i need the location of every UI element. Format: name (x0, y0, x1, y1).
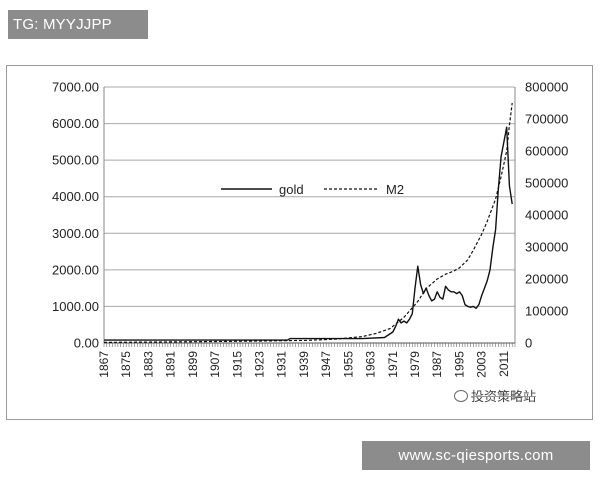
x-tick-label: 1931 (275, 351, 289, 378)
x-tick-label: 1963 (364, 351, 378, 378)
y-right-tick-label: 500000 (525, 176, 568, 191)
x-tick-label: 1995 (452, 351, 466, 378)
y-left-tick-label: 5000.00 (52, 153, 99, 168)
series-line-m2 (103, 102, 513, 343)
y-right-tick-label: 0 (525, 336, 532, 351)
y-left-tick-label: 0.00 (74, 336, 99, 351)
x-tick-label: 1947 (319, 351, 333, 378)
y-right-tick-label: 100000 (525, 304, 568, 319)
x-tick-label: 1915 (230, 351, 244, 378)
x-tick-label: 2011 (497, 351, 511, 377)
legend-label: gold (279, 182, 304, 197)
y-left-tick-label: 3000.00 (52, 226, 99, 241)
legend-label: M2 (386, 182, 404, 197)
y-left-tick-label: 6000.00 (52, 116, 99, 131)
chart-svg: 0.00 1000.00 2000.00 3000.00 4000.00 5000.00 6… (52, 80, 568, 378)
y-right-tick-label: 200000 (525, 272, 568, 287)
x-tick-label: 1923 (253, 351, 267, 378)
y-left-tick-label: 4000.00 (52, 189, 99, 204)
y-right-tick-label: 600000 (525, 144, 568, 159)
x-tick-label: 1971 (386, 351, 400, 378)
y-left-tick-label: 2000.00 (52, 262, 99, 277)
y-right-tick-label: 400000 (525, 208, 568, 223)
chart-frame: 0.00 1000.00 2000.00 3000.00 4000.00 5000.00 6… (6, 65, 593, 420)
watermark: 投资策略站 (454, 386, 536, 405)
x-tick-label: 2003 (475, 351, 489, 378)
x-tick-label: 1907 (208, 351, 222, 378)
tg-badge: TG: MYYJJPP (8, 10, 148, 39)
y-right-tick-label: 700000 (525, 112, 568, 127)
series-line-gold (104, 126, 513, 341)
x-tick-label: 1867 (97, 351, 111, 378)
x-tick-label: 1883 (141, 351, 155, 378)
x-tick-label: 1875 (119, 351, 133, 378)
watermark-text: 投资策略站 (471, 389, 537, 404)
x-tick-label: 1899 (186, 351, 200, 378)
x-tick-label: 1891 (164, 351, 178, 378)
x-tick-label: 1955 (341, 351, 355, 378)
url-badge[interactable]: www.sc-qiesports.com (362, 441, 590, 470)
y-right-tick-label: 800000 (525, 80, 568, 95)
wechat-icon (454, 389, 468, 402)
x-tick-label: 1939 (297, 351, 311, 378)
x-tick-label: 1987 (430, 351, 444, 378)
y-right-tick-label: 300000 (525, 240, 568, 255)
y-left-tick-label: 1000.00 (52, 299, 99, 314)
x-tick-label: 1979 (408, 351, 422, 378)
y-left-tick-label: 7000.00 (52, 80, 99, 95)
